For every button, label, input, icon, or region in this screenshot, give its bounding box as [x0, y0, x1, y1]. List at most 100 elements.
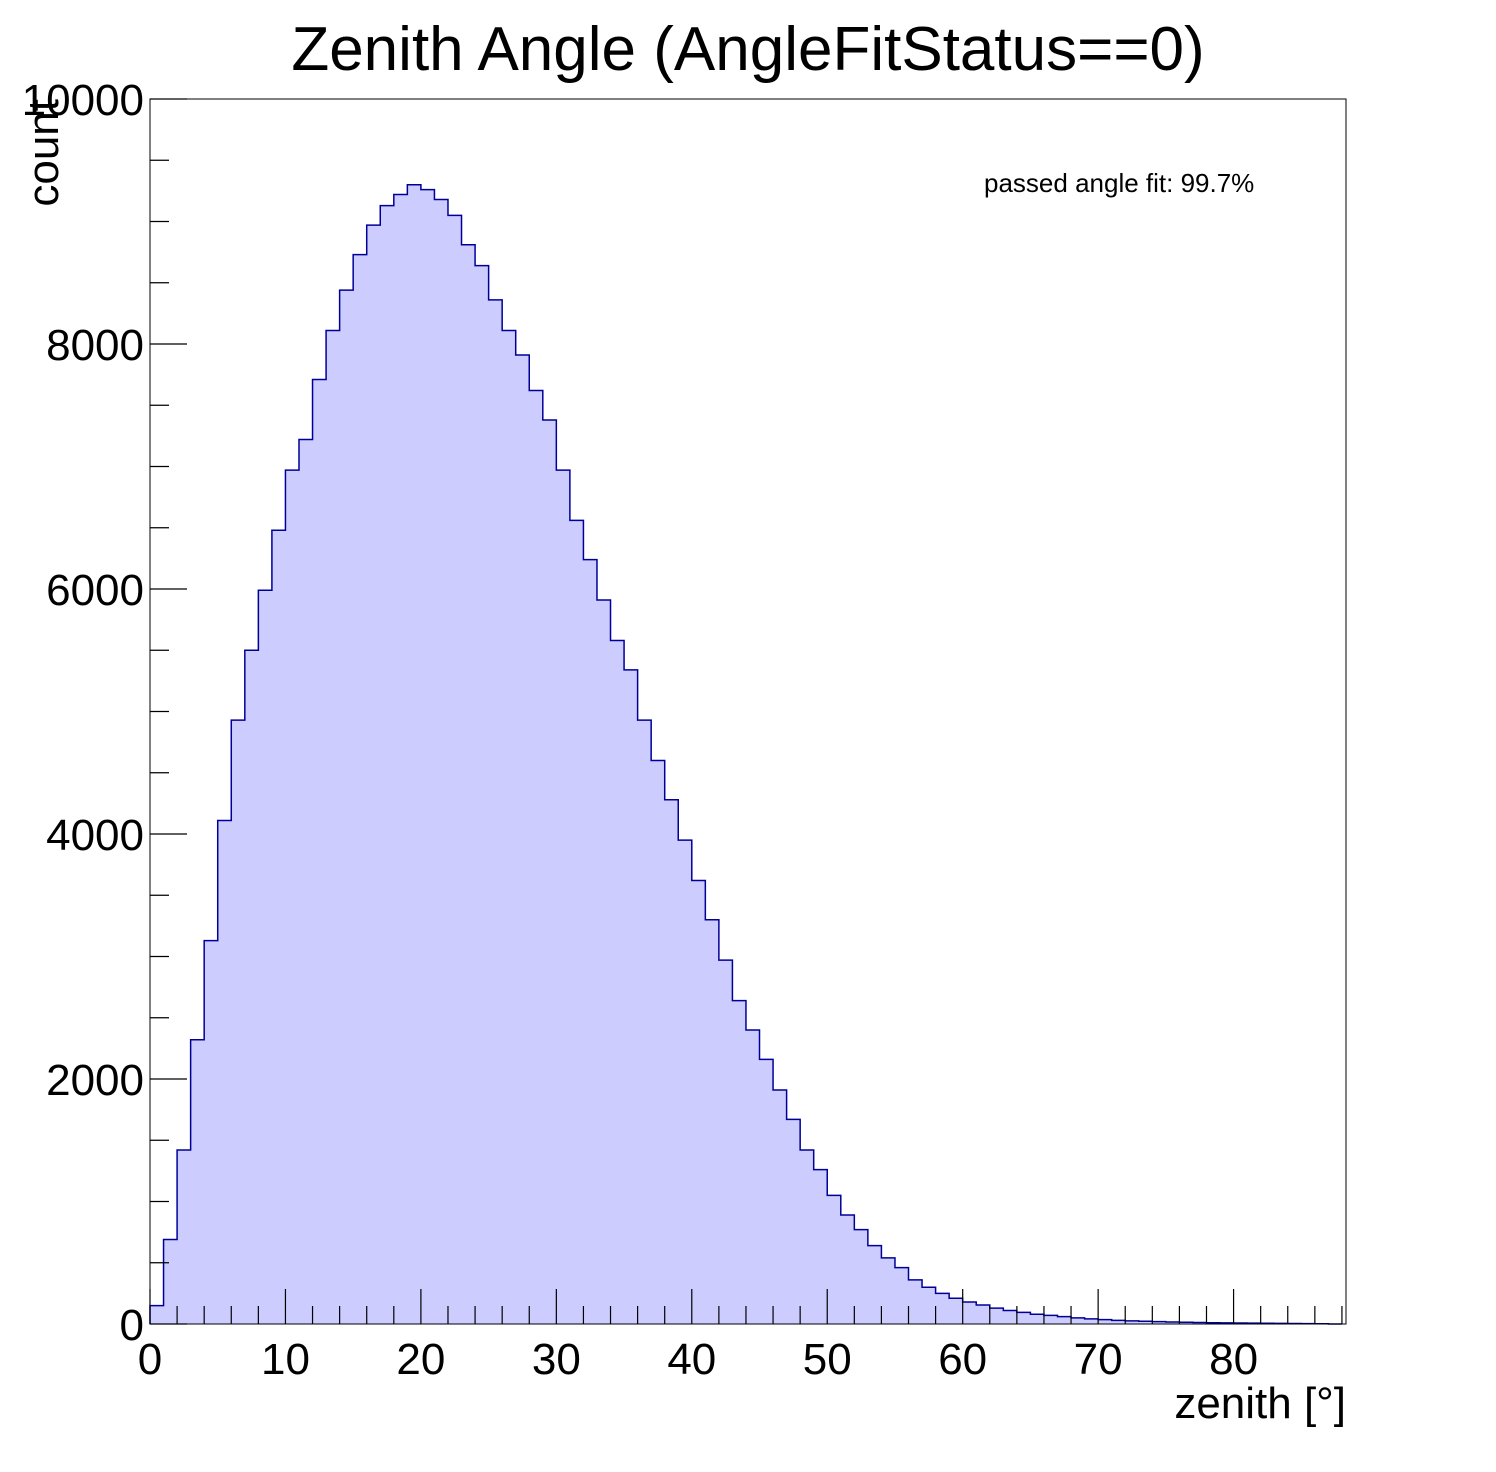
histogram-bar: [583, 559, 598, 1324]
histogram-bar: [678, 840, 693, 1324]
histogram-bar: [556, 470, 571, 1324]
histogram-bar: [664, 799, 679, 1324]
histogram-bar: [867, 1245, 882, 1324]
histogram-bar: [502, 330, 517, 1324]
histogram-bar: [217, 820, 232, 1324]
histogram-bar: [163, 1239, 178, 1324]
y-tick-label: 6000: [46, 566, 144, 615]
histogram-bar: [150, 1305, 165, 1324]
x-axis-label: zenith [°]: [1174, 1379, 1346, 1428]
histogram-bar: [231, 720, 246, 1324]
histogram-bar: [1057, 1316, 1072, 1324]
histogram-bar: [732, 1000, 747, 1324]
histogram-bar: [285, 470, 300, 1324]
histogram-bar: [976, 1305, 991, 1324]
x-tick-label: 0: [138, 1335, 162, 1384]
x-tick-label: 40: [667, 1335, 716, 1384]
histogram-bar: [854, 1229, 869, 1324]
histogram-bar: [461, 244, 476, 1324]
histogram-bar: [447, 215, 463, 1324]
histogram-outline: [149, 184, 1342, 1325]
histogram-bar: [610, 640, 625, 1324]
histogram-bar: [1043, 1315, 1058, 1324]
histogram-bar: [1098, 1319, 1113, 1324]
histogram-bar: [434, 199, 449, 1325]
histogram-bar: [393, 194, 408, 1324]
histogram-bar: [1084, 1318, 1099, 1324]
histogram-bar: [271, 530, 286, 1324]
histogram-bar: [1138, 1321, 1153, 1324]
histogram-bar: [718, 960, 733, 1324]
histogram-bar: [542, 419, 557, 1324]
histogram-bar: [949, 1298, 964, 1324]
histogram-bar: [935, 1293, 950, 1324]
histogram-bar: [908, 1279, 923, 1324]
histogram-bar: [353, 254, 368, 1325]
histogram-bar: [204, 940, 219, 1324]
histogram-bar: [813, 1169, 828, 1324]
histogram-bar: [244, 650, 259, 1324]
histogram-bar: [1003, 1310, 1018, 1324]
histogram-bar: [651, 760, 666, 1324]
x-tick-label: 10: [261, 1335, 310, 1384]
x-axis: 0 10 20 30 40 50 60 70 80: [138, 1289, 1343, 1384]
y-axis: 0 2000 4000 6000 8000 10000: [22, 76, 187, 1350]
y-tick-label: 4000: [46, 811, 144, 860]
histogram-bar: [840, 1214, 855, 1324]
histogram-bar: [827, 1195, 842, 1324]
y-tick-label: 2000: [46, 1056, 144, 1105]
histogram-bar: [1111, 1320, 1126, 1324]
histogram-bar: [596, 600, 612, 1324]
x-tick-label: 50: [803, 1335, 852, 1384]
histogram-bar: [1179, 1322, 1194, 1324]
histogram-bar: [1016, 1312, 1031, 1324]
x-tick-label: 80: [1209, 1335, 1258, 1384]
x-tick-label: 20: [396, 1335, 445, 1384]
x-tick-label: 30: [532, 1335, 581, 1384]
histogram-bar: [515, 355, 530, 1324]
histogram-bar: [1071, 1317, 1086, 1324]
histogram-bar: [989, 1308, 1004, 1324]
histogram-bar: [745, 1030, 761, 1324]
chart-title: Zenith Angle (AngleFitStatus==0): [291, 15, 1204, 84]
histogram-bar: [298, 439, 314, 1324]
histogram-bar: [1165, 1322, 1180, 1324]
histogram-bar: [326, 330, 341, 1324]
histogram-bar: [773, 1090, 788, 1324]
histogram-bar: [488, 299, 503, 1324]
histogram-bar: [881, 1257, 896, 1324]
histogram-bar: [922, 1287, 937, 1324]
histogram-bar: [312, 379, 327, 1324]
histogram-bar: [420, 189, 435, 1324]
histogram-bar: [759, 1059, 774, 1324]
histogram-bar: [339, 290, 354, 1325]
histogram-bar: [475, 265, 490, 1325]
histogram-bar: [800, 1150, 815, 1324]
histogram-bars: [150, 184, 1329, 1325]
histogram-bar: [624, 669, 639, 1324]
histogram-bar: [177, 1150, 192, 1324]
histogram-bar: [1125, 1320, 1140, 1324]
y-tick-label: 8000: [46, 321, 144, 370]
histogram-bar: [366, 225, 381, 1324]
y-tick-label: 0: [120, 1301, 144, 1350]
histogram-bar: [962, 1301, 977, 1324]
histogram-bar: [407, 184, 422, 1324]
histogram-bar: [380, 205, 395, 1325]
y-axis-label: count: [19, 99, 68, 207]
histogram-bar: [705, 919, 720, 1324]
fit-annotation: passed angle fit: 99.7%: [984, 168, 1254, 198]
histogram-bar: [190, 1039, 205, 1324]
histogram-bar: [258, 590, 273, 1324]
x-tick-label: 60: [938, 1335, 987, 1384]
y-tick-label: 10000: [22, 76, 144, 125]
histogram-bar: [1030, 1314, 1045, 1324]
histogram-bar: [691, 880, 706, 1324]
histogram-bar: [569, 520, 584, 1324]
histogram-bar: [894, 1267, 910, 1324]
histogram-bar: [637, 720, 652, 1324]
histogram-bar: [529, 390, 544, 1324]
histogram-bar: [1152, 1321, 1167, 1324]
x-tick-label: 70: [1074, 1335, 1123, 1384]
